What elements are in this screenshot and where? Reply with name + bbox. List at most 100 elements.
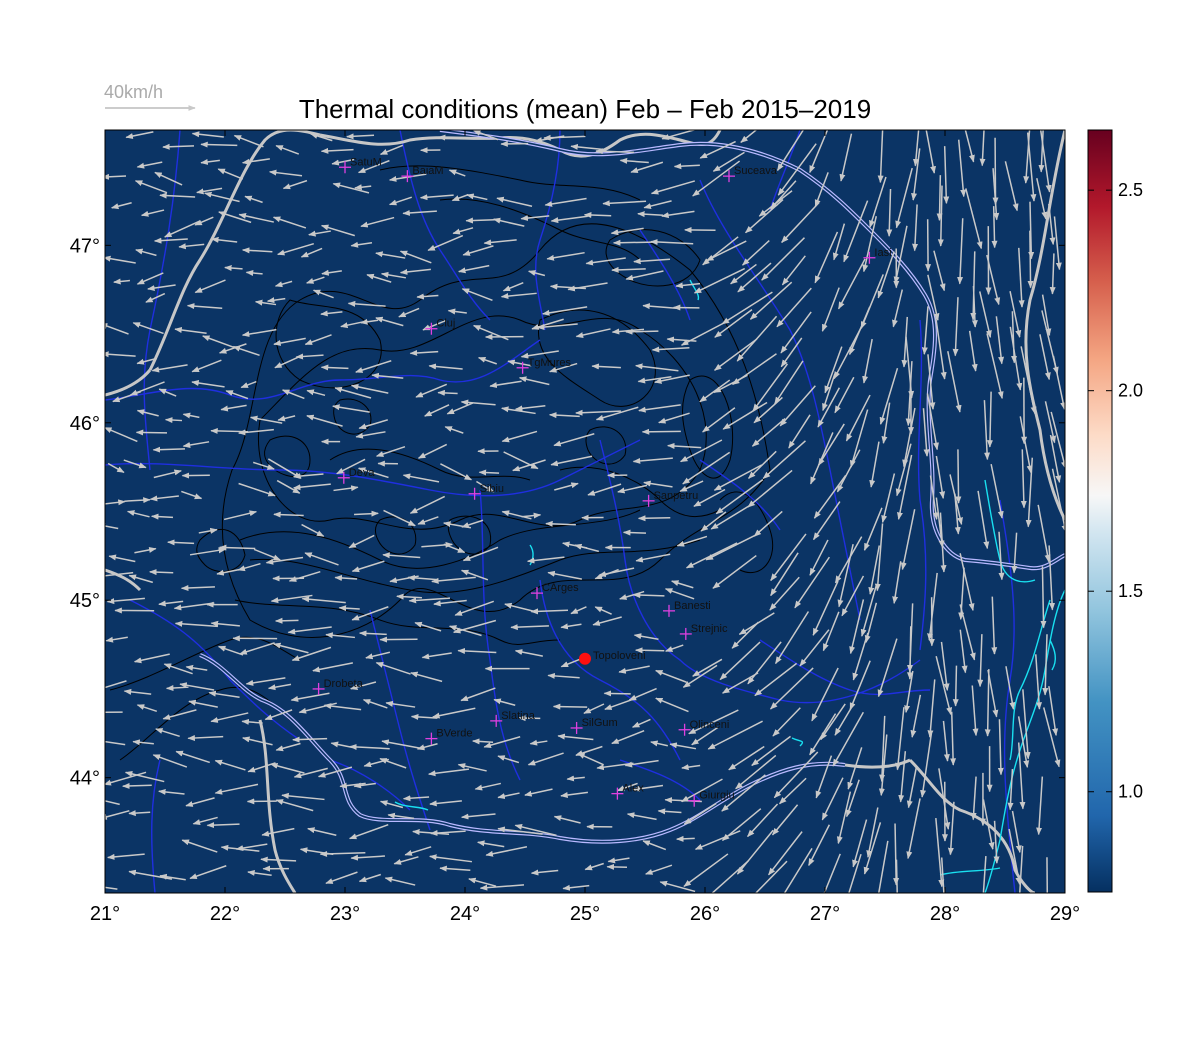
wind-arrow — [673, 163, 700, 170]
wind-arrow — [1028, 201, 1035, 260]
wind-arrow — [650, 740, 668, 747]
wind-arrow — [304, 334, 332, 346]
wind-arrow — [437, 389, 458, 396]
lon-tick-label: 22° — [210, 903, 240, 925]
wind-arrow — [929, 475, 939, 521]
wind-arrow — [281, 792, 325, 801]
wind-arrow — [483, 736, 521, 749]
wind-arrow — [935, 455, 946, 499]
wind-arrow — [912, 204, 919, 252]
wind-arrow — [135, 429, 168, 436]
wind-arrow — [817, 423, 845, 466]
wind-arrow — [991, 596, 998, 655]
wind-arrow — [912, 130, 920, 167]
wind-arrow — [443, 543, 466, 554]
wind-arrow — [489, 380, 522, 389]
wind-arrow — [393, 856, 419, 865]
wind-arrow — [210, 620, 240, 627]
wind-arrow — [388, 196, 412, 206]
wind-arrow — [507, 359, 532, 367]
wind-arrow — [158, 600, 184, 607]
wind-arrow — [417, 443, 448, 459]
wind-arrow — [1020, 449, 1027, 509]
wind-arrow — [893, 823, 900, 886]
city-strejnic: Strejnic — [679, 623, 728, 640]
wind-arrow — [293, 767, 328, 779]
wind-arrow — [320, 224, 355, 237]
wind-arrow — [682, 451, 731, 485]
wind-arrow — [105, 571, 134, 577]
wind-arrow — [583, 703, 605, 714]
wind-arrow — [385, 700, 416, 708]
wind-arrow — [879, 367, 899, 425]
lon-tick-label: 27° — [810, 903, 840, 925]
wind-arrow — [777, 143, 817, 196]
wind-arrow — [661, 210, 695, 219]
wind-arrow — [833, 326, 863, 380]
wind-arrow — [654, 374, 690, 384]
wind-arrow — [902, 407, 916, 468]
wind-arrow — [282, 179, 308, 190]
wind-arrow — [334, 386, 372, 399]
wind-arrow — [351, 606, 389, 621]
wind-arrow — [986, 391, 993, 448]
wind-arrow — [650, 239, 694, 245]
wind-arrow — [545, 520, 576, 527]
wind-arrow — [560, 623, 582, 630]
wind-arrow — [706, 240, 747, 262]
lon-tick-label: 28° — [930, 903, 960, 925]
wind-arrow — [736, 315, 778, 362]
wind-arrow — [529, 739, 548, 746]
wind-arrow — [200, 158, 220, 165]
wind-arrow — [267, 683, 292, 691]
wind-arrow — [105, 426, 138, 443]
wind-arrow — [788, 414, 811, 449]
romania-border — [199, 130, 1065, 844]
wind-arrow — [514, 824, 557, 837]
wind-arrow — [245, 677, 286, 686]
wind-arrow — [497, 792, 520, 800]
wind-arrow — [320, 147, 354, 154]
wind-arrow — [1037, 504, 1051, 563]
wind-arrow — [809, 432, 834, 485]
wind-arrow — [839, 133, 853, 182]
wind-arrow — [761, 237, 805, 281]
wind-arrow — [198, 527, 218, 534]
wind-arrow — [776, 287, 812, 328]
wind-arrow — [1025, 457, 1034, 528]
wind-arrow — [375, 446, 406, 457]
wind-arrow — [273, 642, 309, 654]
wind-arrow — [952, 297, 959, 357]
wind-arrow — [503, 451, 539, 470]
wind-arrow — [911, 148, 921, 201]
wind-arrow — [164, 417, 183, 424]
wind-arrow — [358, 630, 387, 637]
wind-arrow — [927, 354, 936, 410]
wind-arrow — [1035, 654, 1042, 710]
wind-arrow — [637, 515, 671, 522]
city-label: CArges — [542, 582, 579, 594]
wind-arrow — [458, 264, 490, 274]
wind-arrow — [774, 360, 804, 405]
wind-arrow — [721, 774, 766, 812]
wind-arrow — [308, 230, 331, 237]
wind-arrow — [419, 194, 454, 201]
wind-arrow — [155, 728, 180, 738]
wind-arrow — [780, 311, 812, 354]
wind-arrow — [747, 803, 779, 838]
wind-arrow — [223, 510, 258, 521]
wind-arrow — [651, 346, 690, 353]
wind-arrow — [452, 227, 474, 235]
wind-arrow — [132, 322, 164, 335]
wind-arrow — [151, 364, 188, 373]
wind-arrow — [429, 800, 462, 807]
city-label: TgMures — [528, 357, 572, 369]
wind-arrow — [550, 215, 588, 224]
wind-arrow — [134, 180, 168, 194]
wind-arrow — [547, 672, 580, 679]
wind-arrow — [1022, 689, 1031, 760]
wind-arrow — [204, 191, 240, 203]
wind-arrow — [247, 869, 272, 877]
wind-arrow — [292, 483, 331, 491]
wind-arrow — [892, 561, 902, 604]
